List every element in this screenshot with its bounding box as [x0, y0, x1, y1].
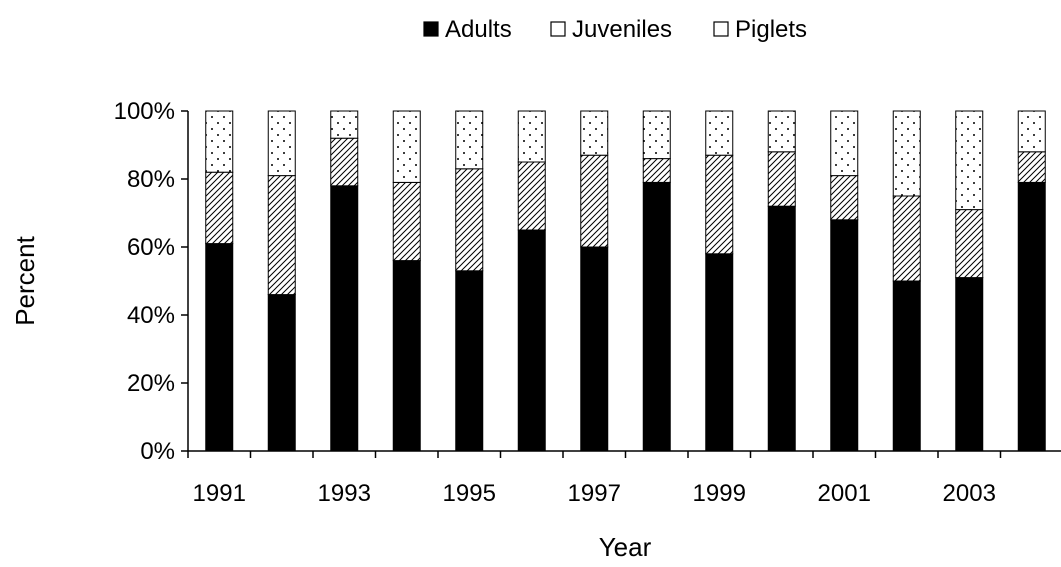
- legend-swatch-juveniles: [550, 21, 566, 37]
- bar-juveniles-1996: [517, 161, 546, 231]
- bar-adults-1998: [642, 181, 671, 452]
- bar-piglets-1996: [517, 110, 546, 163]
- x-tick-label: 1991: [193, 480, 246, 507]
- bar-adults-2001: [830, 219, 859, 452]
- bar-adults-2003: [955, 277, 984, 452]
- x-tick-label: 1999: [693, 480, 746, 507]
- bar-adults-1992: [267, 294, 296, 452]
- plot-area: 0% 20% 40% 60% 80% 100% 1991 1993 1995 1997 1999 2…: [114, 98, 1061, 507]
- x-tick-label: 1995: [443, 480, 496, 507]
- bar-piglets-1995: [455, 110, 484, 170]
- bar-juveniles-1998: [642, 158, 671, 183]
- y-tick-label: 20%: [127, 370, 175, 397]
- y-tick-label: 80%: [127, 166, 175, 193]
- bar-piglets-2003: [955, 110, 984, 211]
- bar-juveniles-2003: [955, 209, 984, 279]
- bar-piglets-1994: [392, 110, 421, 183]
- bar-juveniles-2004: [1017, 151, 1046, 183]
- bar-piglets-2002: [892, 110, 921, 197]
- bar-juveniles-2000: [767, 151, 796, 207]
- bar-adults-2002: [892, 280, 921, 452]
- bar-juveniles-1993: [330, 137, 359, 187]
- bar-adults-2000: [767, 205, 796, 452]
- bar-piglets-1991: [205, 110, 234, 173]
- bar-piglets-1997: [580, 110, 609, 156]
- y-tick-label: 0%: [140, 438, 175, 465]
- legend-swatch-adults: [423, 21, 439, 37]
- bar-piglets-1999: [705, 110, 734, 156]
- x-axis-title: Year: [599, 532, 652, 562]
- bar-piglets-2001: [830, 110, 859, 177]
- bar-juveniles-1999: [705, 154, 734, 255]
- bar-juveniles-1994: [392, 181, 421, 262]
- bar-adults-1994: [392, 260, 421, 452]
- bar-juveniles-1992: [267, 175, 296, 296]
- legend: Adults Juveniles Piglets: [423, 16, 807, 43]
- x-tick-label: 1997: [568, 480, 621, 507]
- legend-swatch-piglets: [713, 21, 729, 37]
- bar-juveniles-2002: [892, 195, 921, 282]
- x-tick-label: 1993: [318, 480, 371, 507]
- x-tick-label: 2003: [943, 480, 996, 507]
- bar-adults-1993: [330, 185, 359, 452]
- x-tick-label: 2001: [818, 480, 871, 507]
- bar-piglets-2000: [767, 110, 796, 153]
- bar-piglets-1993: [330, 110, 359, 139]
- bar-adults-1997: [580, 246, 609, 452]
- bar-piglets-2004: [1017, 110, 1046, 153]
- legend-label-piglets: Piglets: [735, 16, 807, 43]
- y-tick-label: 40%: [127, 302, 175, 329]
- bar-adults-1999: [705, 253, 734, 452]
- bar-adults-1996: [517, 229, 546, 452]
- y-tick-label: 60%: [127, 234, 175, 261]
- bar-piglets-1992: [267, 110, 296, 177]
- bar-piglets-1998: [642, 110, 671, 160]
- legend-label-adults: Adults: [445, 16, 512, 43]
- bar-juveniles-1991: [205, 171, 234, 245]
- bar-adults-1995: [455, 270, 484, 452]
- bar-adults-1991: [205, 243, 234, 452]
- y-tick-label: 100%: [114, 98, 175, 125]
- y-axis-title: Percent: [10, 235, 40, 325]
- bar-juveniles-1997: [580, 154, 609, 248]
- bar-juveniles-2001: [830, 175, 859, 221]
- bar-adults-2004: [1017, 181, 1046, 452]
- legend-label-juveniles: Juveniles: [572, 16, 672, 43]
- bar-juveniles-1995: [455, 168, 484, 272]
